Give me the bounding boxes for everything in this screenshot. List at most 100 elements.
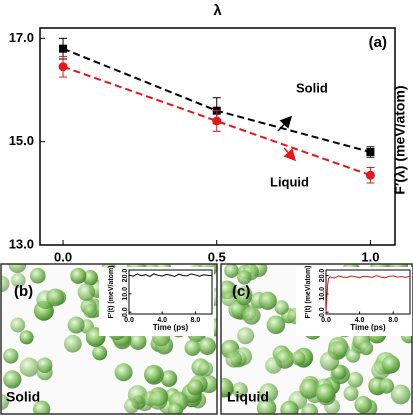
atom	[92, 345, 108, 361]
atom	[36, 357, 53, 373]
x-tick-label: 0.0	[54, 249, 72, 264]
series-label: Solid	[296, 80, 328, 95]
atom	[3, 370, 22, 389]
inset-background	[296, 267, 412, 336]
atom	[259, 383, 279, 403]
atom	[187, 379, 204, 396]
x-tick-label: 0.0	[321, 317, 331, 324]
atom	[8, 264, 27, 274]
y-tick-label: 20.0	[319, 269, 326, 283]
atom	[359, 340, 374, 356]
panel-caption: Liquid	[227, 389, 269, 405]
atom	[83, 304, 98, 319]
atom	[167, 402, 183, 414]
atom	[63, 334, 82, 353]
atom	[70, 267, 87, 284]
arrow	[283, 147, 297, 162]
x-axis-label: Time (ps)	[153, 323, 189, 332]
atom	[184, 339, 201, 356]
atom	[32, 400, 51, 414]
atom	[10, 317, 26, 333]
atom	[343, 385, 359, 401]
panel-label: (c)	[232, 283, 250, 300]
atom	[228, 301, 247, 319]
y-tick-label: 10.0	[122, 287, 129, 301]
atom	[274, 300, 289, 315]
atom	[143, 365, 162, 383]
x-tick-label: 0.0	[124, 317, 134, 324]
atom	[30, 267, 46, 284]
atom	[46, 288, 65, 307]
atom	[347, 371, 364, 388]
atom	[82, 269, 99, 286]
atom	[148, 390, 168, 410]
y-tick-label: 0.0	[319, 307, 326, 317]
panel-label: (a)	[369, 34, 387, 51]
marker	[59, 44, 68, 53]
arrow	[277, 115, 293, 132]
plot-frame	[325, 269, 411, 315]
atom	[160, 370, 178, 387]
atom	[221, 378, 234, 398]
atom	[67, 316, 85, 334]
atom	[3, 348, 19, 364]
series-label: Liquid	[270, 174, 309, 189]
marker	[366, 148, 375, 156]
atom	[237, 270, 252, 285]
atom	[232, 382, 248, 398]
y-tick-label: 20.0	[122, 269, 129, 283]
atom	[198, 337, 217, 355]
panel-frame	[0, 263, 218, 415]
y-tick-label: 13.0	[9, 236, 34, 251]
data-line	[128, 273, 213, 278]
atom	[280, 400, 299, 414]
panel-caption: Solid	[6, 389, 40, 405]
atom	[235, 289, 252, 306]
atom	[1, 394, 9, 410]
atom	[265, 356, 282, 374]
x-tick-label: 1.0	[361, 249, 379, 264]
y-tick-label: 17.0	[9, 30, 34, 45]
atom	[19, 330, 34, 345]
atom	[319, 351, 340, 371]
y-axis-label: F′(t) (meV/atom)	[108, 265, 115, 318]
inset-background	[99, 267, 214, 336]
panel-frame	[220, 263, 413, 415]
x-tick-label: 8.0	[388, 317, 398, 324]
marker	[212, 116, 222, 126]
atom	[11, 272, 26, 288]
y-axis-label: F′(t) (meV/atom)	[305, 265, 312, 318]
y-tick-label: 15.0	[9, 133, 34, 148]
atom	[19, 357, 39, 377]
atom	[198, 361, 214, 377]
atom	[237, 327, 255, 345]
plot-frame	[39, 27, 396, 246]
atom	[390, 384, 411, 405]
atom	[224, 264, 239, 278]
y-tick-label: 0.0	[122, 307, 129, 317]
atom	[114, 363, 133, 382]
atom	[242, 306, 261, 325]
atom	[333, 340, 350, 358]
plot-frame	[128, 269, 213, 315]
panel-label: (b)	[14, 283, 33, 300]
atom	[225, 350, 243, 368]
atom	[129, 332, 147, 350]
atom	[291, 351, 306, 366]
x-tick-label: 0.5	[208, 249, 226, 264]
x-axis-label: Time (ps)	[350, 323, 386, 332]
atom	[346, 348, 361, 363]
atom	[1, 275, 10, 292]
marker	[58, 62, 68, 72]
atom	[256, 398, 277, 414]
atom	[299, 378, 320, 399]
y-tick-label: 10.0	[319, 287, 326, 301]
y-axis-label: F′(λ) (meV/atom)	[392, 85, 408, 194]
atom	[77, 283, 96, 301]
atom	[381, 355, 401, 374]
x-tick-label: 4.0	[157, 317, 167, 324]
x-tick-label: 4.0	[355, 317, 365, 324]
atom	[378, 378, 394, 394]
atom	[124, 398, 140, 414]
